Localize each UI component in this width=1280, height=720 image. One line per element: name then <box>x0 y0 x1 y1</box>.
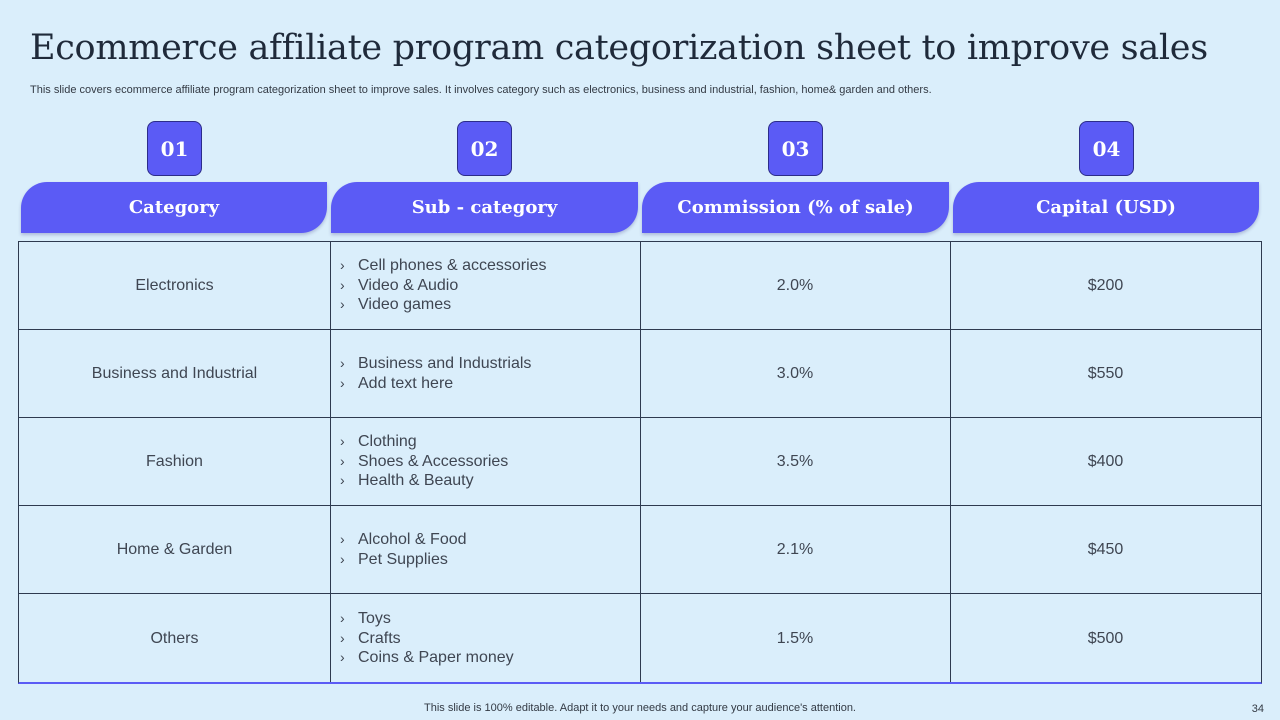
sub-category-text: Coins & Paper money <box>358 649 514 667</box>
category-cell: Home & Garden <box>116 540 233 558</box>
sub-category-text: Video & Audio <box>358 276 459 294</box>
commission-cell: 2.0% <box>776 276 814 294</box>
list-item: › Shoes & Accessories <box>340 452 508 472</box>
sub-category-cell: › Clothing › Shoes & Accessories › Health &… <box>330 418 640 505</box>
commission-cell: 3.5% <box>776 452 814 470</box>
category-cell: Business and Industrial <box>91 364 258 382</box>
capital-cell: $400 <box>1087 452 1124 470</box>
chevron-right-icon: › <box>340 452 345 469</box>
table-row: Business and Industrial › Business and In… <box>19 330 1261 418</box>
list-item: › Coins & Paper money <box>340 648 514 668</box>
list-item: › Health & Beauty <box>340 471 508 491</box>
list-item: › Video & Audio <box>340 276 547 296</box>
list-item: › Pet Supplies <box>340 550 467 570</box>
sub-category-text: Alcohol & Food <box>358 531 467 548</box>
column-header-commission: Commission (% of sale) <box>642 182 949 233</box>
list-item: › Cell phones & accessories <box>340 256 547 276</box>
column-header-category: Category <box>21 182 327 233</box>
table-row: Others › Toys › Crafts › Coins & Paper mone… <box>19 594 1261 683</box>
slide-subtitle: This slide covers ecommerce affiliate pr… <box>30 84 932 96</box>
list-item: › Add text here <box>340 374 531 394</box>
commission-cell: 3.0% <box>776 364 814 382</box>
chevron-right-icon: › <box>340 355 345 371</box>
chevron-right-icon: › <box>340 629 345 646</box>
capital-cell: $450 <box>1087 540 1124 558</box>
sub-category-list: › Alcohol & Food › Pet Supplies <box>340 530 467 569</box>
list-item: › Toys <box>340 609 514 629</box>
column-header-sub-category: Sub - category <box>331 182 638 233</box>
list-item: › Alcohol & Food <box>340 530 467 550</box>
slide-footer: This slide is 100% editable. Adapt it to… <box>424 702 856 714</box>
sub-category-cell: › Alcohol & Food › Pet Supplies <box>330 506 640 593</box>
chevron-right-icon: › <box>340 649 345 666</box>
sub-category-text: Crafts <box>358 629 401 647</box>
sub-category-cell: › Toys › Crafts › Coins & Paper money <box>330 594 640 683</box>
column-divider <box>640 242 641 682</box>
chevron-right-icon: › <box>340 610 345 627</box>
sub-category-text: Pet Supplies <box>358 550 448 568</box>
table-row: Electronics › Cell phones & accessories ›… <box>19 242 1261 330</box>
sub-category-list: › Cell phones & accessories › Video & Audi… <box>340 256 547 315</box>
table-row: Fashion › Clothing › Shoes & Accessories ›… <box>19 418 1261 506</box>
sub-category-list: › Clothing › Shoes & Accessories › Health &… <box>340 432 508 491</box>
category-cell: Electronics <box>135 276 214 294</box>
chevron-right-icon: › <box>340 550 345 567</box>
category-cell: Fashion <box>146 452 203 470</box>
chevron-right-icon: › <box>340 257 345 274</box>
list-item: › Business and Industrials <box>340 354 531 374</box>
sub-category-text: Business and Industrials <box>358 355 532 372</box>
chevron-right-icon: › <box>340 374 345 391</box>
chevron-right-icon: › <box>340 472 345 489</box>
column-divider <box>950 242 951 682</box>
column-number-badge-1: 01 <box>147 121 202 176</box>
column-number-badge-2: 02 <box>457 121 512 176</box>
page-number: 34 <box>1251 703 1264 715</box>
list-item: › Video games <box>340 295 547 315</box>
capital-cell: $200 <box>1087 276 1124 294</box>
sub-category-text: Health & Beauty <box>358 472 474 490</box>
sub-category-text: Video games <box>358 296 452 314</box>
column-header-capital: Capital (USD) <box>953 182 1259 233</box>
capital-cell: $550 <box>1087 364 1124 382</box>
sub-category-text: Shoes & Accessories <box>358 452 509 470</box>
sub-category-text: Clothing <box>358 433 417 451</box>
chevron-right-icon: › <box>340 531 345 547</box>
categorization-table: Electronics › Cell phones & accessories ›… <box>18 241 1262 684</box>
chevron-right-icon: › <box>340 276 345 293</box>
column-number-badge-4: 04 <box>1079 121 1134 176</box>
sub-category-list: › Toys › Crafts › Coins & Paper money <box>340 609 514 668</box>
sub-category-cell: › Business and Industrials › Add text here <box>330 330 640 417</box>
list-item: › Clothing <box>340 432 508 452</box>
capital-cell: $500 <box>1087 629 1124 647</box>
column-divider <box>330 242 331 682</box>
sub-category-text: Toys <box>358 610 391 628</box>
slide-title: Ecommerce affiliate program categorizati… <box>30 28 1208 68</box>
chevron-right-icon: › <box>340 433 345 450</box>
sub-category-cell: › Cell phones & accessories › Video & Audi… <box>330 242 640 329</box>
column-number-badge-3: 03 <box>768 121 823 176</box>
sub-category-text: Cell phones & accessories <box>358 257 547 275</box>
chevron-right-icon: › <box>340 296 345 313</box>
commission-cell: 2.1% <box>776 540 814 558</box>
table-row: Home & Garden › Alcohol & Food › Pet Suppl… <box>19 506 1261 594</box>
list-item: › Crafts <box>340 629 514 649</box>
commission-cell: 1.5% <box>776 629 814 647</box>
sub-category-text: Add text here <box>358 374 454 392</box>
category-cell: Others <box>150 629 199 647</box>
sub-category-list: › Business and Industrials › Add text here <box>340 354 531 393</box>
